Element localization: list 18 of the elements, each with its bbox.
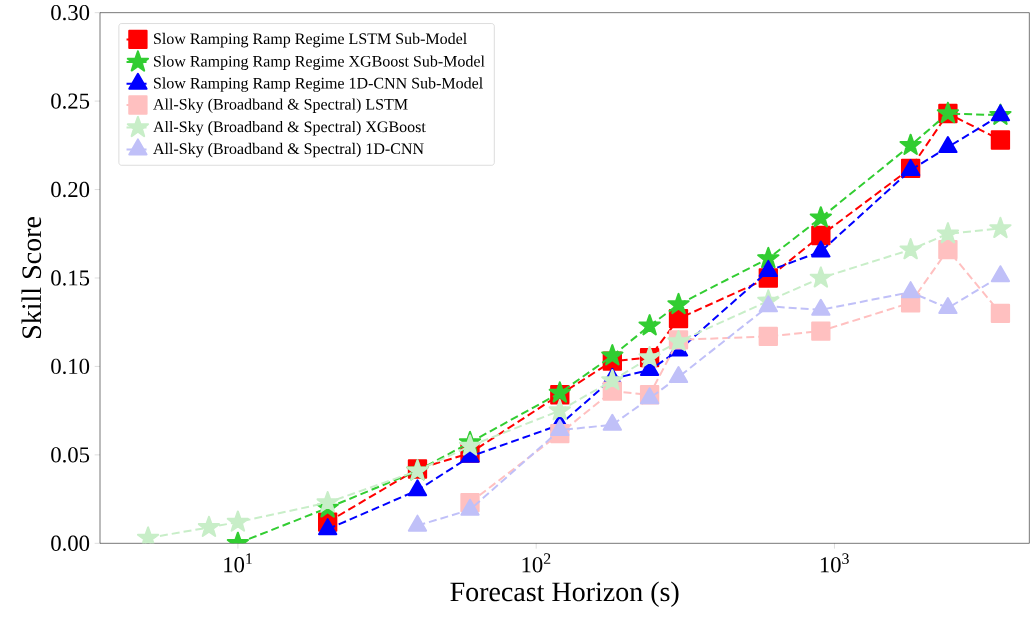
legend-label: Slow Ramping Ramp Regime 1D-CNN Sub-Model bbox=[154, 77, 483, 92]
y-tick-label: 0.15 bbox=[51, 270, 90, 286]
y-tick-label: 0.20 bbox=[51, 181, 90, 198]
x-tick-label: 10$^{1}$ bbox=[224, 553, 252, 573]
y-tick-label: 0.00 bbox=[51, 535, 90, 552]
x-axis-title: Forecast Horizon (s) bbox=[450, 581, 679, 607]
y-tick-label: 0.30 bbox=[51, 4, 90, 21]
y-axis-title: Skill Score bbox=[21, 217, 42, 338]
y-tick-label: 0.10 bbox=[51, 358, 90, 375]
legend-label: All-Sky (Broadband & Spectral) XGBoost bbox=[153, 120, 426, 136]
x-tick-label: 10$^{2}$ bbox=[522, 553, 551, 573]
legend-label: All-Sky (Broadband & Spectral) LSTM bbox=[153, 98, 408, 113]
y-tick-label: 0.05 bbox=[51, 447, 90, 463]
legend-label: Slow Ramping Ramp Regime XGBoost Sub-Model bbox=[154, 55, 485, 70]
x-tick-label: 10$^{3}$ bbox=[820, 553, 849, 573]
legend-label: Slow Ramping Ramp Regime LSTM Sub-Model bbox=[154, 32, 467, 48]
y-tick-label: 0.25 bbox=[51, 93, 90, 109]
legend-label: All-Sky (Broadband & Spectral) 1D-CNN bbox=[153, 142, 424, 158]
